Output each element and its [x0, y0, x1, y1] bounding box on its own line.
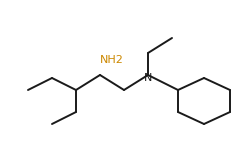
Text: NH2: NH2	[100, 55, 124, 65]
Text: N: N	[144, 73, 152, 83]
